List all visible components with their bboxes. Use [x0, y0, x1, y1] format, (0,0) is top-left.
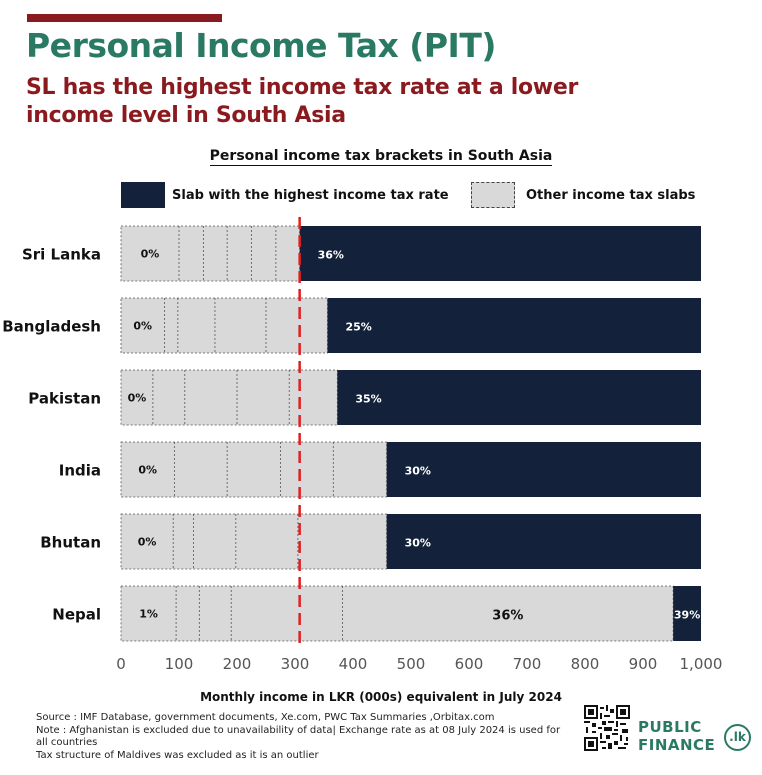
other-slabs-bhutan — [120, 513, 388, 570]
penultimate-rate-label-nepal: 36% — [492, 609, 523, 624]
logo-line1: PUBLIC — [638, 718, 702, 736]
highest-slab-bar-india — [386, 442, 701, 497]
accent-bar — [27, 14, 222, 22]
highest-slab-bar-sri-lanka — [299, 226, 701, 281]
legend-label-other: Other income tax slabs — [526, 188, 696, 203]
x-tick-label-900: 900 — [629, 655, 658, 673]
highest-rate-label-pakistan: 35% — [355, 393, 381, 406]
x-tick-label-1000: 1,000 — [680, 655, 723, 673]
x-tick-label-600: 600 — [455, 655, 484, 673]
first-slab-label-india: 0% — [138, 464, 157, 477]
legend-swatch-other — [471, 182, 515, 208]
country-label-bangladesh: Bangladesh — [2, 318, 101, 336]
first-slab-label-sri-lanka: 0% — [141, 248, 160, 261]
chart-plot: Sri Lanka 0% 36% Bangladesh 0% 25% Pakistan 0% 3… — [2, 217, 723, 673]
logo-badge: .lk — [724, 724, 751, 751]
first-slab-label-nepal: 1% — [139, 608, 158, 621]
highest-rate-label-bhutan: 30% — [405, 537, 431, 550]
chart-title-text: Personal income tax brackets in South As… — [209, 148, 553, 166]
chart-title: Personal income tax brackets in South As… — [0, 148, 762, 166]
x-tick-label-0: 0 — [116, 655, 126, 673]
logo-line2: FINANCE — [638, 736, 716, 754]
highest-rate-label-sri-lanka: 36% — [318, 249, 344, 262]
x-tick-label-800: 800 — [571, 655, 600, 673]
page-subtitle: SL has the highest income tax rate at a … — [26, 75, 578, 128]
highest-slab-bar-bhutan — [386, 514, 701, 569]
x-tick-label-200: 200 — [223, 655, 252, 673]
first-slab-label-pakistan: 0% — [128, 392, 147, 405]
legend-label-highest: Slab with the highest income tax rate — [172, 188, 449, 203]
source-note: Source : IMF Database, government docume… — [36, 712, 495, 723]
other-slabs-sri-lanka — [120, 225, 301, 282]
highest-rate-label-bangladesh: 25% — [345, 321, 371, 334]
qr-code-icon[interactable] — [584, 705, 630, 751]
public-finance-logo: PUBLIC FINANCE .lk — [638, 718, 758, 758]
page-title: Personal Income Tax (PIT) — [26, 26, 496, 65]
highest-rate-label-india: 30% — [405, 465, 431, 478]
x-tick-label-700: 700 — [513, 655, 542, 673]
x-axis-title: Monthly income in LKR (000s) equivalent … — [200, 690, 562, 704]
legend-swatch-highest — [121, 182, 165, 208]
country-label-india: India — [59, 462, 101, 480]
footnotes: Source : IMF Database, government docume… — [36, 712, 566, 762]
x-tick-label-100: 100 — [165, 655, 194, 673]
highest-slab-bar-pakistan — [337, 370, 701, 425]
x-tick-label-400: 400 — [339, 655, 368, 673]
first-slab-label-bangladesh: 0% — [133, 320, 152, 333]
highest-rate-label-nepal: 39% — [674, 609, 700, 622]
x-tick-label-300: 300 — [281, 655, 310, 673]
country-label-nepal: Nepal — [52, 606, 101, 624]
first-slab-label-bhutan: 0% — [138, 536, 157, 549]
other-slabs-bangladesh — [120, 297, 328, 354]
legend: Slab with the highest income tax rate Ot… — [0, 182, 762, 212]
other-slabs-nepal — [120, 585, 674, 642]
country-label-pakistan: Pakistan — [28, 390, 101, 408]
country-label-bhutan: Bhutan — [40, 534, 101, 552]
other-slabs-pakistan — [120, 369, 338, 426]
x-tick-label-500: 500 — [397, 655, 426, 673]
highest-slab-bar-nepal — [673, 586, 701, 641]
exclusion-note: Note : Afghanistan is excluded due to un… — [36, 724, 561, 749]
highest-slab-bar-bangladesh — [327, 298, 701, 353]
other-slabs-india — [120, 441, 388, 498]
maldives-note: Tax structure of Maldives was excluded a… — [36, 749, 319, 761]
country-label-sri-lanka: Sri Lanka — [22, 246, 101, 264]
